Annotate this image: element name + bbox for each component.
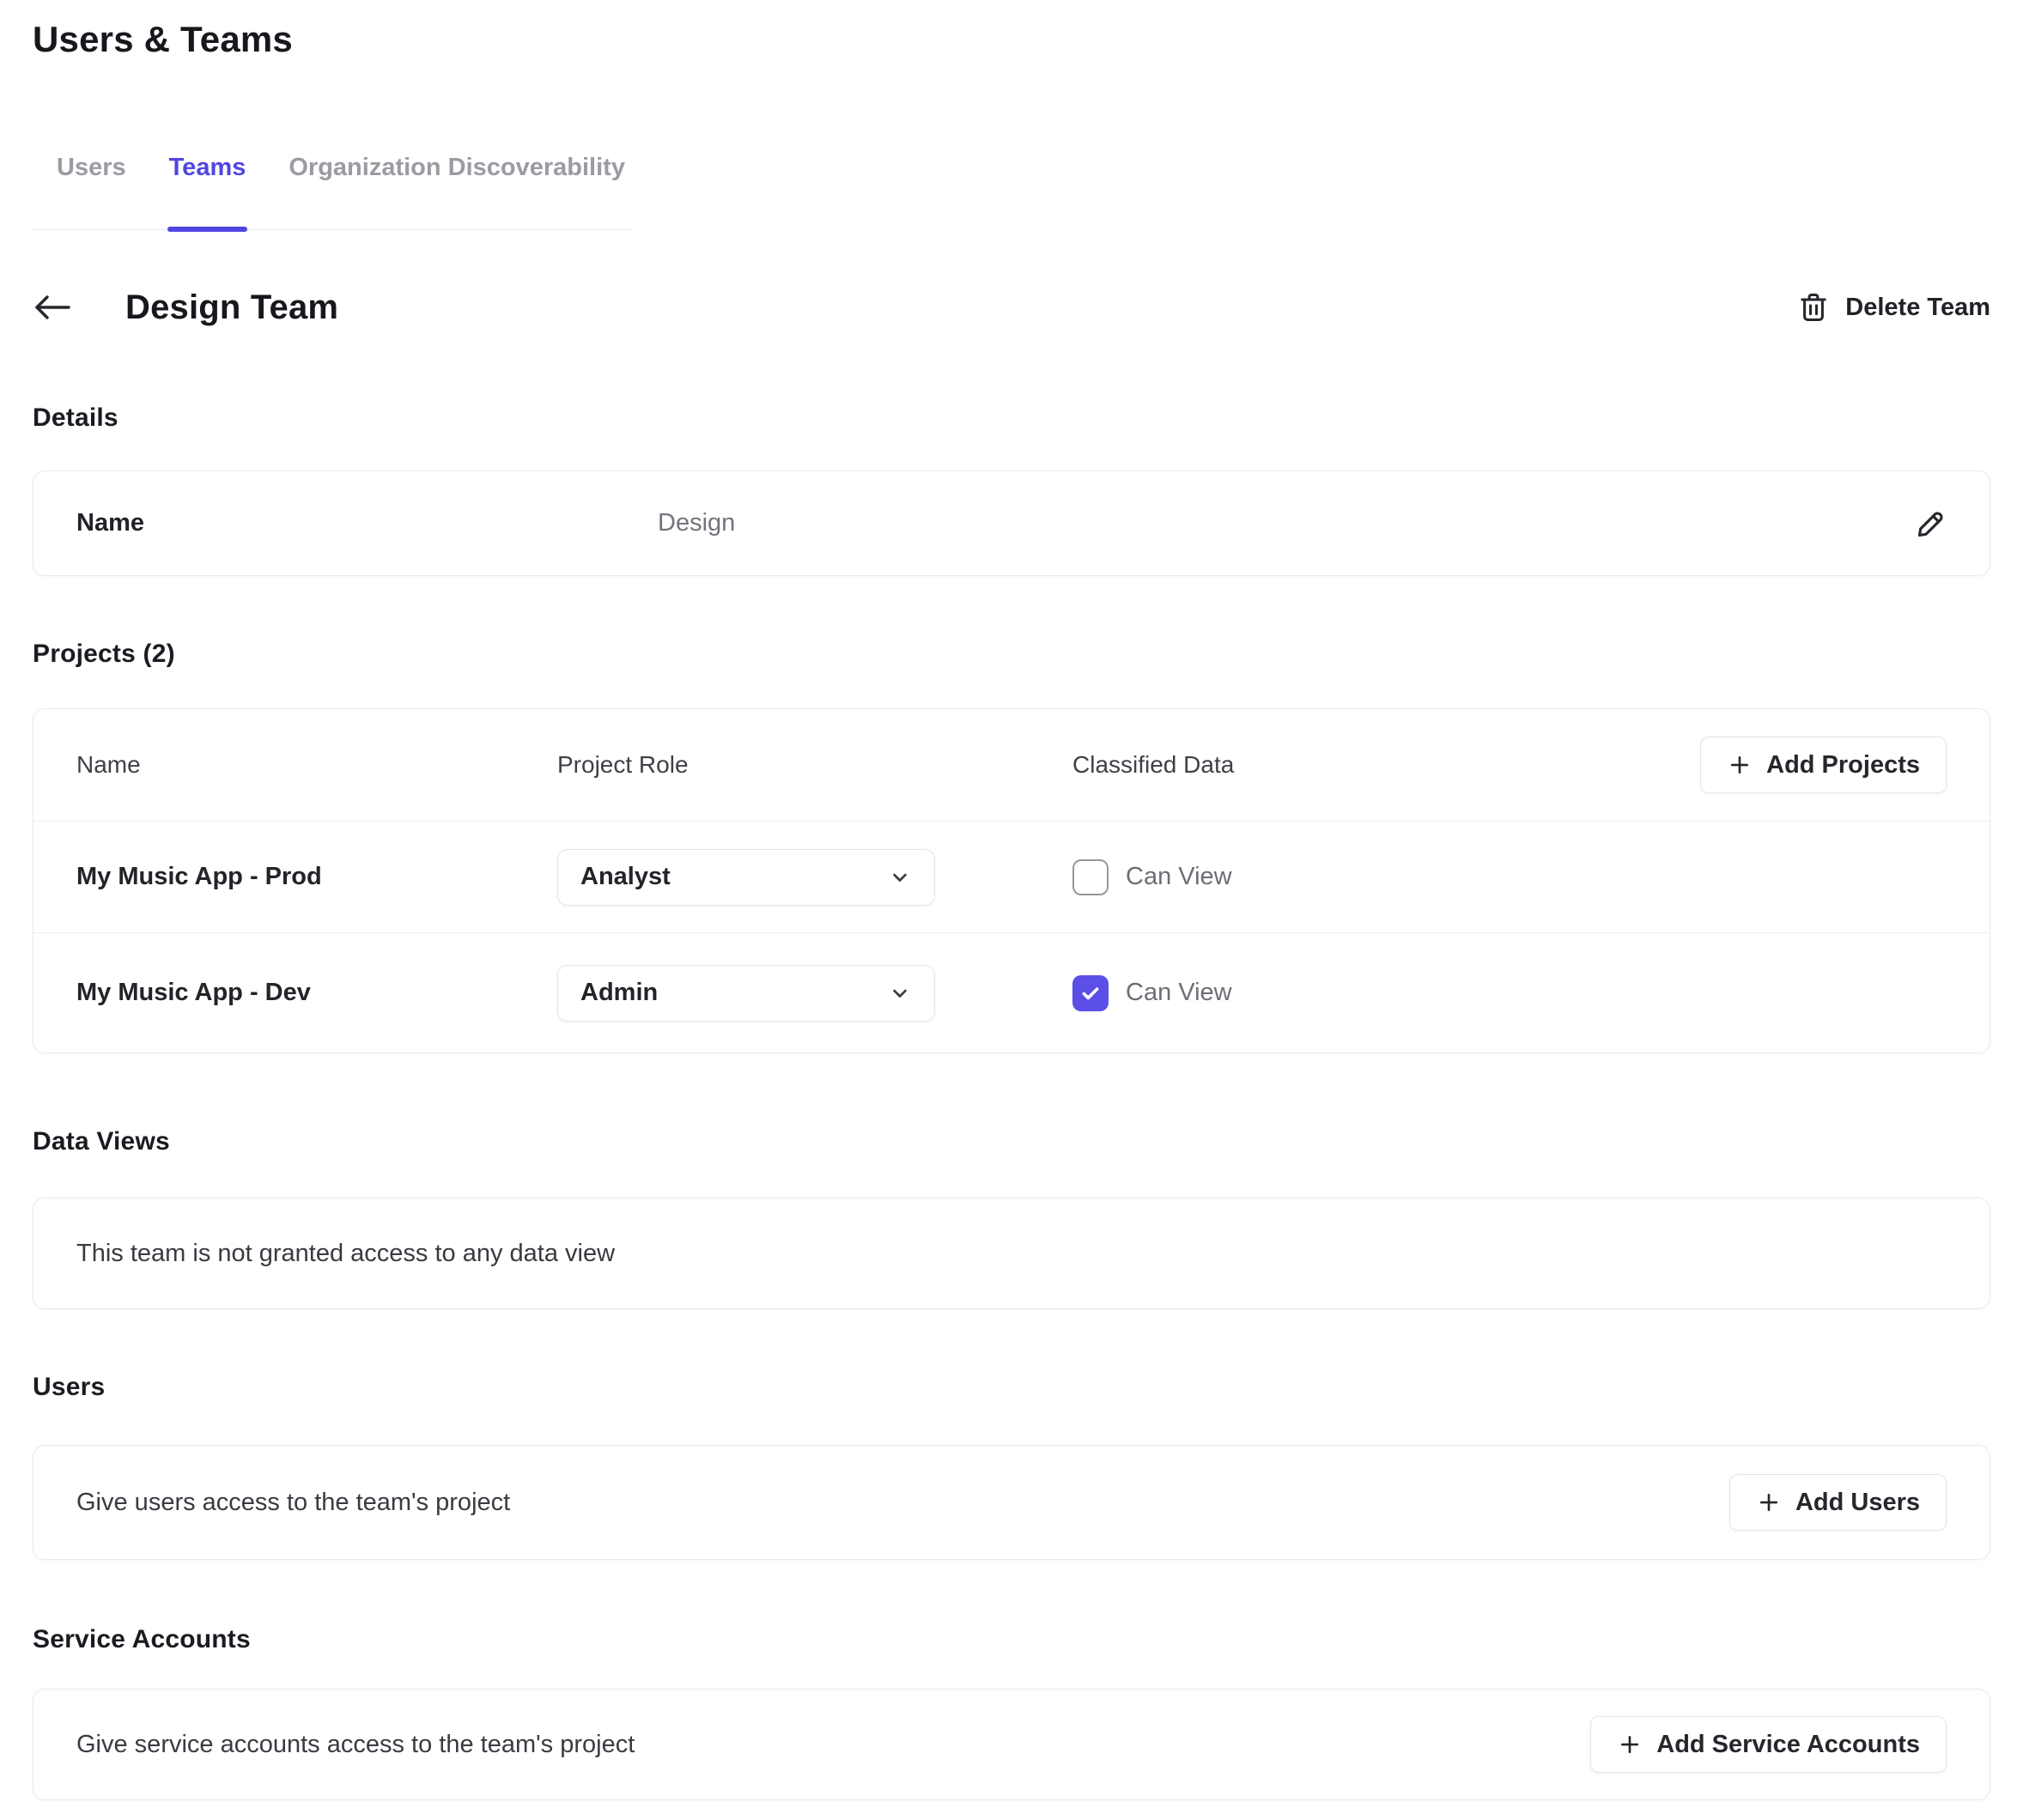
check-icon (1079, 982, 1102, 1004)
plus-icon (1756, 1489, 1782, 1515)
delete-team-button[interactable]: Delete Team (1799, 292, 1990, 323)
service-accounts-heading: Service Accounts (33, 1625, 251, 1653)
column-name: Name (76, 751, 141, 778)
team-header: Design Team Delete Team (33, 278, 1990, 337)
data-views-card: This team is not granted access to any d… (33, 1198, 1990, 1309)
trash-icon (1799, 292, 1828, 323)
plus-icon (1617, 1732, 1643, 1757)
data-views-empty-text: This team is not granted access to any d… (76, 1239, 616, 1267)
details-card: Name Design (33, 470, 1990, 576)
project-role-value: Analyst (580, 863, 671, 890)
users-heading: Users (33, 1373, 106, 1401)
project-name: My Music App - Dev (76, 979, 311, 1006)
project-role-select[interactable]: Analyst (557, 848, 935, 906)
tab-users[interactable]: Users (57, 154, 126, 181)
project-name: My Music App - Prod (76, 863, 322, 890)
chevron-down-icon (888, 981, 912, 1005)
column-project-role: Project Role (557, 751, 689, 778)
can-view-checkbox[interactable] (1072, 858, 1109, 895)
name-label: Name (76, 509, 144, 537)
add-projects-button[interactable]: Add Projects (1700, 737, 1947, 793)
project-row: My Music App - Prod Analyst Can View (33, 822, 1990, 933)
chevron-down-icon (888, 865, 912, 889)
projects-table-header: Name Project Role Classified Data Add Pr… (33, 709, 1990, 822)
add-service-accounts-button[interactable]: Add Service Accounts (1590, 1716, 1947, 1773)
service-accounts-card: Give service accounts access to the team… (33, 1689, 1990, 1800)
can-view-checkbox[interactable] (1072, 974, 1109, 1011)
can-view-label: Can View (1126, 863, 1232, 890)
data-views-heading: Data Views (33, 1127, 170, 1156)
service-accounts-empty-text: Give service accounts access to the team… (76, 1730, 635, 1758)
edit-name-button[interactable] (1916, 508, 1947, 539)
team-name-value: Design (658, 509, 736, 537)
plus-icon (1727, 752, 1753, 778)
tab-bar: Users Teams Organization Discoverability (33, 153, 634, 232)
pencil-icon (1916, 508, 1947, 539)
can-view-label: Can View (1126, 979, 1232, 1006)
users-card: Give users access to the team's project … (33, 1445, 1990, 1560)
projects-card: Name Project Role Classified Data Add Pr… (33, 708, 1990, 1053)
tab-teams[interactable]: Teams (167, 153, 248, 232)
back-button[interactable] (33, 287, 84, 328)
page-title: Users & Teams (33, 19, 293, 59)
projects-heading: Projects (2) (33, 640, 175, 668)
delete-team-label: Delete Team (1845, 293, 1990, 321)
team-title: Design Team (125, 288, 339, 326)
arrow-left-icon (33, 293, 72, 322)
project-role-select[interactable]: Admin (557, 964, 935, 1022)
add-users-label: Add Users (1795, 1488, 1920, 1516)
tab-organization-discoverability[interactable]: Organization Discoverability (289, 154, 625, 181)
project-role-value: Admin (580, 979, 659, 1006)
details-heading: Details (33, 403, 118, 432)
add-users-button[interactable]: Add Users (1728, 1474, 1947, 1531)
add-service-accounts-label: Add Service Accounts (1656, 1730, 1920, 1758)
column-classified-data: Classified Data (1072, 751, 1235, 778)
add-projects-label: Add Projects (1766, 750, 1920, 779)
users-empty-text: Give users access to the team's project (76, 1488, 511, 1516)
project-row: My Music App - Dev Admin Can View (33, 933, 1990, 1053)
